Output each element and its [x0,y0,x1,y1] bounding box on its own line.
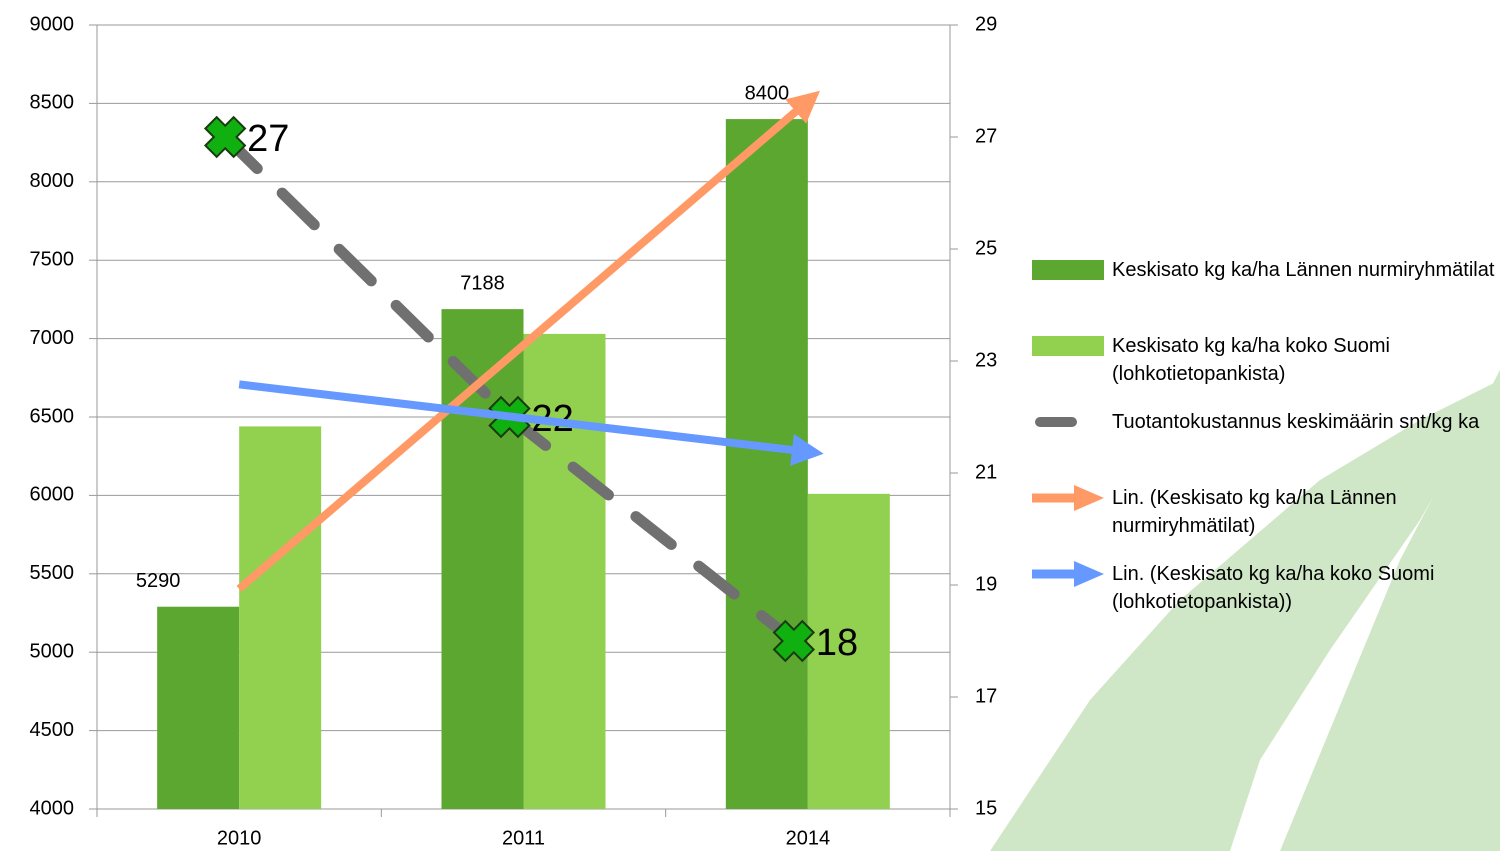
data-label: 18 [816,622,858,664]
y-tick-label: 5500 [30,562,75,584]
legend-label: Lin. (Keskisato kg ka/ha koko Suomi (loh… [1112,563,1435,613]
x-tick-label: 2010 [217,827,262,849]
legend-swatch [1032,561,1104,587]
legend-item: Keskisato kg ka/ha koko Suomi (lohkotiet… [1030,328,1495,404]
bar [239,426,322,809]
data-label: 5290 [136,570,181,592]
legend-swatch [1032,412,1104,432]
y-tick-label: 6000 [30,484,75,506]
y2-tick-label: 17 [975,685,997,707]
legend-swatch [1032,336,1104,356]
y2-tick-label: 29 [975,13,997,35]
bar [523,333,606,809]
y-tick-label: 4500 [30,719,75,741]
background-swoosh [990,370,1500,851]
x-tick-label: 2014 [786,827,831,849]
y-tick-label: 5000 [30,640,75,662]
data-label: 7188 [460,272,505,294]
y-tick-label: 9000 [30,13,75,35]
y-tick-label: 8500 [30,92,75,114]
data-label: 27 [247,118,289,160]
y2-tick-label: 15 [975,797,997,819]
trendline [238,380,824,466]
marker [772,619,816,663]
bar [157,606,240,809]
x-tick-label: 2011 [502,827,545,849]
y2-tick-label: 19 [975,573,997,595]
y2-tick-label: 21 [975,461,997,483]
legend-item: Tuotantokustannus keskimäärin snt/kg ka [1030,404,1495,480]
bar [725,119,808,809]
y2-tick-label: 25 [975,237,997,259]
marker [203,115,247,159]
bar [807,493,890,809]
legend-label: Keskisato kg ka/ha Lännen nurmiryhmätila… [1112,259,1495,281]
data-label: 8400 [745,82,790,104]
y-tick-label: 7500 [30,248,75,270]
legend-label: Tuotantokustannus keskimäärin snt/kg ka [1112,411,1480,433]
legend-swatch [1032,485,1104,511]
legend-item: Lin. (Keskisato kg ka/ha Lännen nurmiryh… [1030,480,1495,556]
legend-swatch [1032,260,1104,280]
legend-label: Lin. (Keskisato kg ka/ha Lännen nurmiryh… [1112,487,1397,537]
y2-tick-label: 23 [975,349,997,371]
y-tick-label: 4000 [30,797,75,819]
y-tick-label: 6500 [30,405,75,427]
legend-item: Lin. (Keskisato kg ka/ha koko Suomi (loh… [1030,556,1495,632]
y-tick-label: 7000 [30,327,75,349]
trendline [236,90,820,592]
y-tick-label: 8000 [30,170,75,192]
legend-item: Keskisato kg ka/ha Lännen nurmiryhmätila… [1030,252,1495,328]
legend-label: Keskisato kg ka/ha koko Suomi (lohkotiet… [1112,335,1390,385]
legend: Keskisato kg ka/ha Lännen nurmiryhmätila… [1030,252,1495,632]
y2-tick-label: 27 [975,125,997,147]
